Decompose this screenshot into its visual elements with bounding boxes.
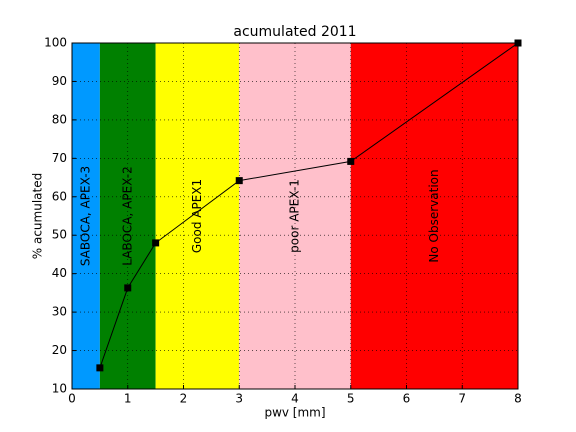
y-tick-label: 20 [52, 343, 67, 357]
marker [235, 177, 243, 185]
y-tick-label: 80 [52, 112, 67, 126]
marker [347, 157, 355, 165]
x-tick-label: 1 [124, 392, 132, 406]
y-axis-label: % acumulated [31, 173, 45, 259]
chart-title: acumulated 2011 [233, 24, 356, 40]
band-label: Good APEX1 [190, 179, 204, 253]
y-tick-label: 40 [52, 266, 67, 280]
y-tick-label: 50 [52, 228, 67, 242]
x-tick-label: 3 [235, 392, 243, 406]
band-label: poor APEX-1 [288, 179, 302, 253]
band-label: SABOCA, APEX-3 [78, 166, 92, 266]
band [155, 43, 240, 389]
x-tick-label: 5 [347, 392, 355, 406]
y-tick-label: 10 [52, 382, 67, 396]
band-label: No Observation [427, 169, 441, 262]
band [350, 43, 518, 389]
line [99, 42, 519, 369]
x-tick-label: 8 [514, 392, 522, 406]
marker [124, 284, 132, 292]
x-tick-label: 0 [68, 392, 76, 406]
y-tick-label: 90 [52, 74, 67, 88]
y-tick-label: 70 [52, 151, 67, 165]
y-tick-label: 30 [52, 305, 67, 319]
x-tick-label: 6 [403, 392, 411, 406]
x-tick-label: 7 [458, 392, 466, 406]
x-axis-label: pwv [mm] [264, 406, 325, 420]
marker [96, 364, 104, 372]
y-tick-label: 60 [52, 189, 67, 203]
x-tick-label: 2 [180, 392, 188, 406]
band [72, 43, 100, 389]
x-tick-label: 4 [291, 392, 299, 406]
band-label: LABOCA, APEX-2 [120, 166, 134, 265]
plot-frame [71, 42, 519, 390]
marker [152, 239, 160, 247]
marker [514, 39, 522, 47]
y-tick-label: 100 [44, 36, 67, 50]
